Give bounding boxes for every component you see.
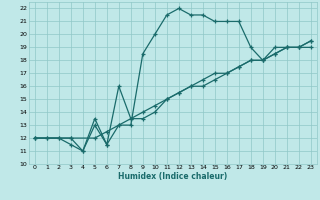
X-axis label: Humidex (Indice chaleur): Humidex (Indice chaleur) (118, 172, 228, 181)
